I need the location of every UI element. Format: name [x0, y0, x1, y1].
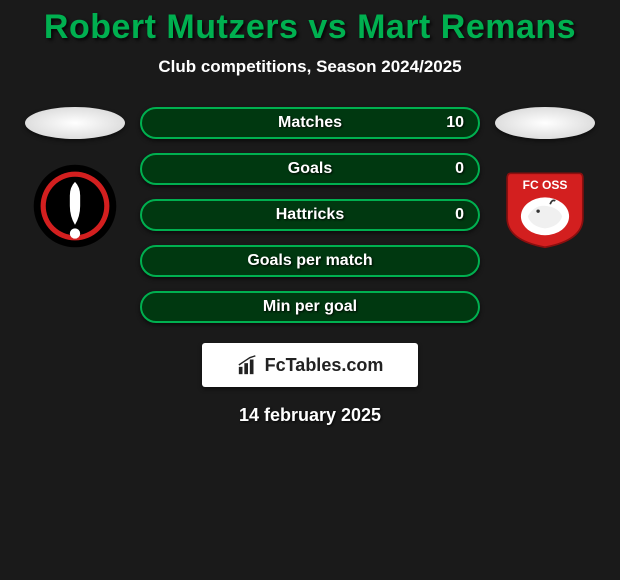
page-title: Robert Mutzers vs Mart Remans [0, 8, 620, 47]
crest-left-icon [32, 163, 118, 249]
player-right-placeholder [495, 107, 595, 139]
stat-label: Matches [278, 114, 342, 132]
footer-date: 14 february 2025 [0, 405, 620, 426]
stat-value-right: 10 [446, 114, 464, 132]
svg-text:FC OSS: FC OSS [523, 178, 568, 192]
right-column: FC OSS [490, 107, 600, 249]
stats-list: Matches 10 Goals 0 Hattricks 0 Goals per… [140, 107, 480, 323]
club-crest-left [32, 163, 118, 249]
stat-row-hattricks: Hattricks 0 [140, 199, 480, 231]
bar-chart-icon [237, 354, 259, 376]
club-crest-right: FC OSS [502, 163, 588, 249]
brand-badge[interactable]: FcTables.com [202, 343, 418, 387]
crest-right-icon: FC OSS [502, 163, 588, 249]
stat-label: Hattricks [276, 206, 344, 224]
stat-value-right: 0 [455, 206, 464, 224]
stat-value-right: 0 [455, 160, 464, 178]
stat-label: Goals per match [247, 252, 372, 270]
comparison-card: Robert Mutzers vs Mart Remans Club compe… [0, 0, 620, 426]
brand-text: FcTables.com [265, 355, 384, 376]
stat-row-mpg: Min per goal [140, 291, 480, 323]
stats-area: Matches 10 Goals 0 Hattricks 0 Goals per… [0, 107, 620, 323]
stat-row-goals: Goals 0 [140, 153, 480, 185]
stat-label: Goals [288, 160, 332, 178]
player-left-placeholder [25, 107, 125, 139]
stat-row-matches: Matches 10 [140, 107, 480, 139]
stat-label: Min per goal [263, 298, 357, 316]
page-subtitle: Club competitions, Season 2024/2025 [0, 57, 620, 77]
stat-row-gpm: Goals per match [140, 245, 480, 277]
left-column [20, 107, 130, 249]
